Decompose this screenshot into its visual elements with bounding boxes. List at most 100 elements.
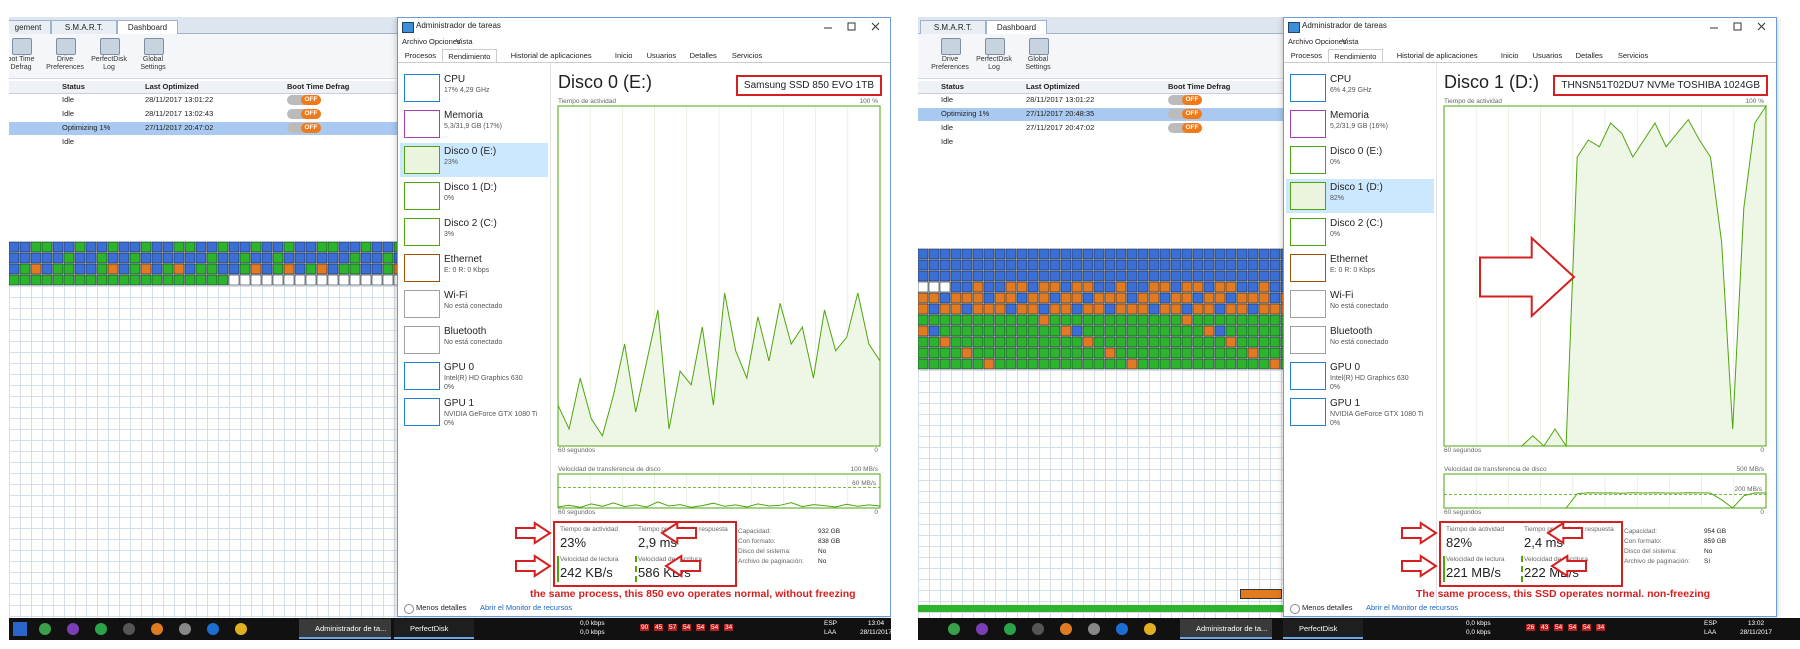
menu-item[interactable]: Opciones	[429, 37, 461, 46]
sidebar-thumb[interactable]	[404, 146, 440, 174]
taskbar-icon[interactable]	[1144, 623, 1156, 635]
footer-less[interactable]: Menos detalles	[1302, 603, 1353, 612]
taskbar-icon[interactable]	[151, 623, 163, 635]
taskbar-icon[interactable]	[207, 623, 219, 635]
toolbar-icon[interactable]	[144, 38, 164, 55]
toolbar-label[interactable]: Preferences	[931, 64, 969, 71]
tab[interactable]: Inicio	[614, 51, 633, 60]
toolbar-label[interactable]: Defrag	[10, 64, 32, 71]
toolbar-label[interactable]: Drive	[56, 56, 74, 63]
toggle-off[interactable]: OFF	[1182, 95, 1202, 105]
sidebar-name[interactable]: Disco 0 (E:)	[1330, 146, 1383, 157]
toolbar-icon[interactable]	[985, 38, 1005, 55]
taskbar-icon[interactable]	[39, 623, 51, 635]
tab[interactable]: Historial de aplicaciones	[1396, 51, 1478, 60]
toolbar-label[interactable]: Log	[988, 64, 1000, 71]
language[interactable]: LAA	[1704, 629, 1717, 636]
row-status[interactable]: Idle	[62, 95, 75, 104]
sidebar-detail[interactable]: 0%	[444, 195, 455, 202]
tab[interactable]: Rendimiento	[1327, 49, 1383, 63]
toolbar-label[interactable]: Drive	[941, 56, 959, 63]
toggle-off[interactable]: OFF	[1182, 123, 1202, 133]
sidebar-detail[interactable]: 0%	[1330, 231, 1341, 238]
taskbar-icon[interactable]	[1088, 623, 1100, 635]
row-status[interactable]: Idle	[941, 123, 954, 132]
sidebar-name[interactable]: Ethernet	[1330, 254, 1368, 265]
sidebar-thumb[interactable]	[404, 326, 440, 354]
language[interactable]: LAA	[824, 629, 837, 636]
tray-badge[interactable]: 26	[1526, 624, 1536, 631]
sidebar-name[interactable]: Memoria	[444, 110, 483, 121]
sidebar-thumb[interactable]	[404, 218, 440, 246]
toolbar-label[interactable]: Global	[142, 56, 164, 63]
sidebar-detail[interactable]: 6% 4,29 GHz	[1330, 87, 1372, 94]
toolbar-icon[interactable]	[12, 38, 32, 55]
sidebar-detail[interactable]: NVIDIA GeForce GTX 1080 Ti	[1330, 411, 1424, 418]
tab[interactable]: Inicio	[1500, 51, 1519, 60]
tray-badge[interactable]: 54	[710, 624, 720, 631]
taskbar-button-label[interactable]: PerfectDisk	[1299, 624, 1338, 633]
sidebar-thumb[interactable]	[1290, 218, 1326, 246]
sidebar-thumb[interactable]	[1290, 290, 1326, 318]
sidebar-thumb[interactable]	[1290, 326, 1326, 354]
row-status[interactable]: Idle	[941, 95, 954, 104]
language[interactable]: ESP	[1704, 620, 1718, 627]
sidebar-thumb[interactable]	[404, 110, 440, 138]
row-date[interactable]: 27/11/2017 20:47:02	[145, 123, 214, 132]
start-app[interactable]	[13, 622, 27, 636]
footer-toggle[interactable]	[1290, 604, 1300, 614]
sidebar-detail[interactable]: E: 0 R: 0 Kbps	[1330, 267, 1376, 274]
toolbar-label[interactable]: PerfectDisk	[976, 56, 1012, 63]
taskbar-icon[interactable]	[1032, 623, 1044, 635]
sidebar-detail[interactable]: 0%	[444, 384, 455, 391]
clock-time[interactable]: 13:02	[1747, 620, 1765, 627]
sidebar-name[interactable]: Disco 1 (D:)	[444, 182, 497, 193]
sidebar-detail[interactable]: No está conectado	[1330, 339, 1389, 346]
taskbar-button[interactable]	[1180, 619, 1272, 639]
footer-toggle[interactable]	[404, 604, 414, 614]
taskbar-button[interactable]	[394, 619, 474, 639]
taskbar-button[interactable]	[1283, 619, 1363, 639]
toolbar-label[interactable]: PerfectDisk	[91, 56, 127, 63]
sidebar-detail[interactable]: 0%	[1330, 159, 1341, 166]
sidebar-detail[interactable]: Intel(R) HD Graphics 630	[444, 375, 523, 382]
toolbar-label[interactable]: Settings	[1025, 64, 1051, 71]
tab[interactable]: Procesos	[1290, 51, 1323, 60]
taskbar-icon[interactable]	[948, 623, 960, 635]
menu-item[interactable]: Archivo	[1288, 37, 1314, 46]
sidebar-name[interactable]: Bluetooth	[444, 326, 487, 337]
tab[interactable]: Servicios	[1617, 51, 1649, 60]
sidebar-detail[interactable]: No está conectado	[444, 339, 503, 346]
clock-time[interactable]: 13:04	[867, 620, 885, 627]
row-status[interactable]: Optimizing 1%	[941, 109, 990, 118]
sidebar-thumb[interactable]	[1290, 362, 1326, 390]
sidebar-thumb[interactable]	[404, 290, 440, 318]
toolbar-label[interactable]: oot Time	[9, 56, 35, 63]
toolbar-icon[interactable]	[100, 38, 120, 55]
sidebar-detail[interactable]: 0%	[1330, 420, 1341, 427]
sidebar-thumb[interactable]	[1290, 182, 1326, 210]
toggle-off[interactable]: OFF	[301, 95, 321, 105]
toolbar-label[interactable]: Log	[103, 64, 115, 71]
toggle-off[interactable]: OFF	[301, 123, 321, 133]
sidebar-name[interactable]: GPU 1	[444, 398, 475, 409]
sidebar-detail[interactable]: Intel(R) HD Graphics 630	[1330, 375, 1409, 382]
sidebar-detail[interactable]: 5,3/31,9 GB (17%)	[444, 123, 502, 130]
tab[interactable]: Servicios	[731, 51, 763, 60]
toolbar-icon[interactable]	[941, 38, 961, 55]
tab[interactable]: Historial de aplicaciones	[510, 51, 592, 60]
tray-badge[interactable]: 43	[1540, 624, 1550, 631]
sidebar-thumb[interactable]	[1290, 110, 1326, 138]
sidebar-thumb[interactable]	[404, 398, 440, 426]
tab[interactable]: Detalles	[1575, 51, 1603, 60]
taskbar-icon[interactable]	[976, 623, 988, 635]
tray-badge[interactable]: 54	[1568, 624, 1578, 631]
row-date[interactable]: 28/11/2017 13:01:22	[1026, 95, 1095, 104]
sidebar-detail[interactable]: NVIDIA GeForce GTX 1080 Ti	[444, 411, 538, 418]
toolbar-icon[interactable]	[1029, 38, 1049, 55]
toolbar-label[interactable]: Settings	[140, 64, 166, 71]
row-date[interactable]: 28/11/2017 13:01:22	[145, 95, 214, 104]
taskbar-icon[interactable]	[123, 623, 135, 635]
sidebar-name[interactable]: Disco 0 (E:)	[444, 146, 497, 157]
toolbar-label[interactable]: Global	[1027, 56, 1049, 63]
